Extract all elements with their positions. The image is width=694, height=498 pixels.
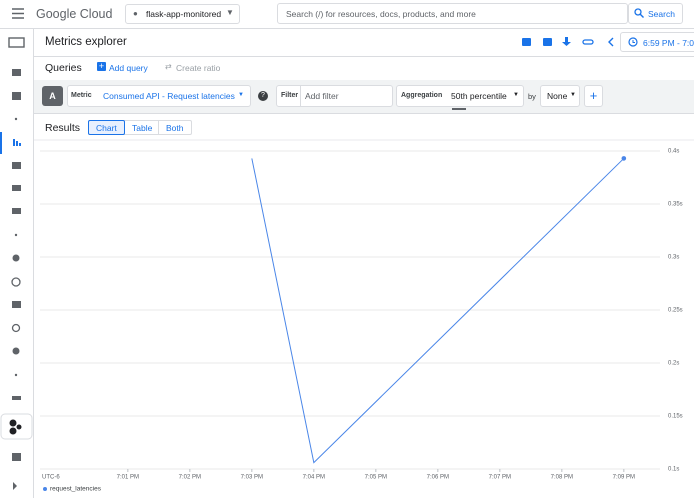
help-icon[interactable]: ? (258, 91, 268, 101)
search-placeholder: Search (/) for resources, docs, products… (286, 9, 476, 19)
metric-value: Consumed API - Request latencies (103, 91, 235, 101)
filter-placeholder: Add filter (305, 91, 339, 101)
page-title: Metrics explorer (45, 36, 127, 48)
x-tick-label: 7:03 PM (241, 475, 263, 481)
y-tick-label: 0.25s (668, 308, 683, 314)
timezone-label: UTC-6 (42, 475, 60, 481)
legend-swatch (43, 487, 47, 491)
aggregation-box[interactable] (396, 85, 524, 107)
add-query[interactable]: Add query (109, 63, 148, 73)
results-title: Results (45, 122, 81, 134)
toolbar-icons[interactable] (520, 36, 620, 48)
search-label: Search (648, 9, 675, 19)
y-tick-label: 0.4s (668, 149, 679, 155)
x-tick-label: 7:08 PM (551, 475, 573, 481)
x-tick-label: 7:09 PM (613, 475, 635, 481)
query-letter: A (42, 86, 63, 106)
x-tick-label: 7:07 PM (489, 475, 511, 481)
x-tick-label: 7:06 PM (427, 475, 449, 481)
logo[interactable]: Google Cloud (36, 7, 113, 21)
y-tick-label: 0.35s (668, 202, 683, 208)
header-row (33, 28, 694, 57)
search-button[interactable] (628, 3, 683, 24)
tab-table[interactable]: Table (132, 123, 153, 133)
rail-icons (0, 37, 33, 490)
x-tick-label: 7:04 PM (303, 475, 325, 481)
time-range-picker[interactable] (620, 32, 694, 52)
metric-label: Metric (71, 92, 92, 99)
metric-selector[interactable] (67, 85, 251, 107)
group-by-value: None (547, 91, 568, 101)
x-tick-label: 7:02 PM (179, 475, 201, 481)
aggregation-label: Aggregation (401, 92, 443, 99)
legend-label: request_latencies (50, 486, 102, 493)
filter-label: Filter (281, 92, 299, 99)
by-label: by (528, 92, 536, 101)
add-button[interactable]: + (584, 85, 603, 107)
y-tick-label: 0.1s (668, 467, 679, 473)
queries-title: Queries (45, 62, 82, 74)
group-by-box[interactable] (540, 85, 580, 107)
project-name: flask-app-monitored (146, 9, 222, 19)
end-marker (621, 156, 627, 161)
series-line (251, 158, 625, 464)
y-tick-label: 0.2s (668, 361, 679, 367)
time-range: 6:59 PM - 7:0 (643, 38, 694, 48)
tab-both[interactable]: Both (166, 123, 184, 133)
filter-box[interactable] (276, 85, 393, 107)
tab-chart[interactable]: Chart (96, 123, 117, 133)
x-tick-label: 7:05 PM (365, 475, 387, 481)
search-box[interactable] (277, 3, 628, 24)
y-tick-label: 0.15s (668, 414, 683, 420)
x-tick-label: 7:01 PM (117, 475, 139, 481)
y-tick-label: 0.3s (668, 255, 679, 261)
left-rail (0, 28, 34, 498)
menu-icon[interactable] (12, 8, 24, 19)
create-ratio: Create ratio (176, 63, 221, 73)
aggregation-value: 50th percentile (451, 91, 507, 101)
project-selector[interactable] (125, 4, 240, 24)
